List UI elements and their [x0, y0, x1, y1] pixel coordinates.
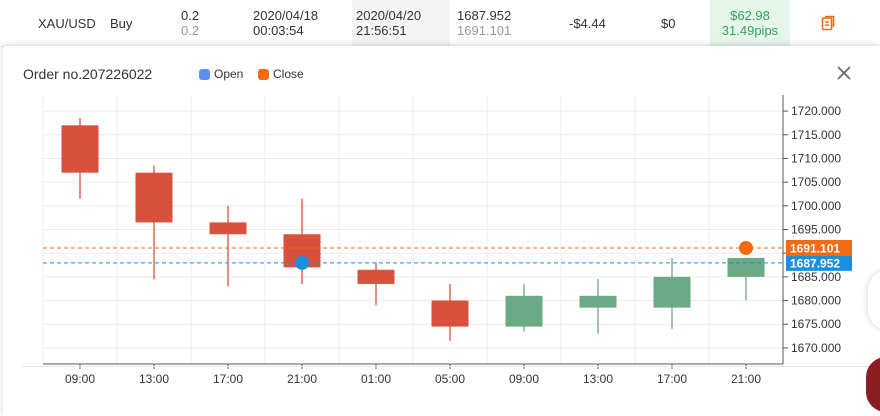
volume: 0.2: [181, 8, 200, 23]
report-button[interactable]: [818, 0, 838, 46]
y-tick-label: 1685.000: [791, 270, 841, 284]
legend-close[interactable]: Close: [258, 67, 304, 81]
close-date: 2020/04/20: [356, 8, 422, 23]
symbol-cell: XAU/USD: [38, 0, 96, 46]
x-tick-label: 17:00: [213, 372, 243, 386]
y-tick-label: 1695.000: [791, 223, 841, 237]
order-row[interactable]: XAU/USD Buy 0.2 0.2 2020/04/18 00:03:54 …: [0, 0, 880, 47]
candle-body: [431, 300, 469, 327]
volume-cell: 0.2 0.2: [181, 0, 199, 46]
candle-body: [357, 269, 395, 284]
profit-pips: 31.49pips: [721, 23, 779, 38]
open-marker: [295, 255, 309, 270]
candle-body: [209, 222, 247, 235]
candle-body: [61, 125, 99, 173]
y-tick-label: 1700.000: [791, 199, 841, 213]
legend-close-label: Close: [273, 67, 304, 81]
open-time-cell: 2020/04/18 00:03:54: [253, 0, 318, 46]
x-tick-label: 21:00: [731, 372, 761, 386]
close-time: 21:56:51: [356, 23, 407, 38]
y-tick-label: 1680.000: [791, 294, 841, 308]
order-chart-panel: Order no.207226022 Open Close: [3, 46, 880, 416]
y-tick-label: 1710.000: [791, 151, 841, 165]
x-tick-label: 05:00: [435, 372, 465, 386]
x-tick-label: 17:00: [657, 372, 687, 386]
open-date: 2020/04/18: [253, 8, 319, 23]
legend-close-swatch: [258, 68, 269, 80]
report-icon: [821, 15, 835, 31]
close-price: 1691.101: [457, 23, 512, 38]
open-time: 00:03:54: [253, 23, 304, 38]
legend-open-swatch: [199, 68, 210, 80]
open-price-label: 1687.952: [790, 256, 840, 270]
symbol: XAU/USD: [38, 15, 96, 31]
volume-closed: 0.2: [181, 23, 200, 38]
legend-open[interactable]: Open: [199, 67, 243, 81]
commission-cell: $0: [661, 0, 675, 46]
candle-body: [653, 276, 691, 308]
profit: $62.98: [730, 8, 770, 23]
x-tick-label: 21:00: [287, 372, 317, 386]
candle-body: [505, 295, 543, 327]
x-tick-label: 13:00: [583, 372, 613, 386]
y-tick-label: 1705.000: [791, 175, 841, 189]
panel-title: Order no.207226022: [23, 66, 153, 82]
swap-cell: -$4.44: [569, 0, 606, 46]
y-tick-label: 1720.000: [791, 104, 841, 118]
y-tick-label: 1670.000: [791, 341, 841, 355]
close-price-label: 1691.101: [790, 241, 840, 255]
swap: -$4.44: [569, 15, 606, 31]
x-tick-label: 13:00: [139, 372, 169, 386]
commission: $0: [661, 15, 676, 31]
x-tick-label: 09:00: [509, 372, 539, 386]
side-scroll-button[interactable]: [868, 270, 880, 330]
candle-body: [135, 172, 173, 223]
side-cell: Buy: [110, 0, 132, 46]
close-time-cell: 2020/04/20 21:56:51: [352, 0, 450, 46]
candle-body: [579, 295, 617, 308]
y-tick-label: 1675.000: [791, 317, 841, 331]
price-cell: 1687.952 1691.101: [457, 0, 511, 46]
open-price-label-bg: [786, 254, 852, 271]
side: Buy: [110, 15, 133, 31]
close-icon: [837, 66, 851, 80]
corner-badge[interactable]: [866, 357, 880, 412]
close-marker: [739, 240, 753, 255]
x-tick-label: 01:00: [361, 372, 391, 386]
close-button[interactable]: [832, 61, 856, 85]
y-tick-label: 1715.000: [791, 128, 841, 142]
legend-open-label: Open: [214, 67, 244, 81]
x-tick-label: 09:00: [65, 372, 95, 386]
candle-body: [727, 257, 765, 277]
panel-divider: [22, 366, 880, 367]
profit-cell: $62.98 31.49pips: [710, 0, 790, 46]
open-price: 1687.952: [457, 8, 512, 23]
close-price-label-bg: [786, 239, 852, 256]
